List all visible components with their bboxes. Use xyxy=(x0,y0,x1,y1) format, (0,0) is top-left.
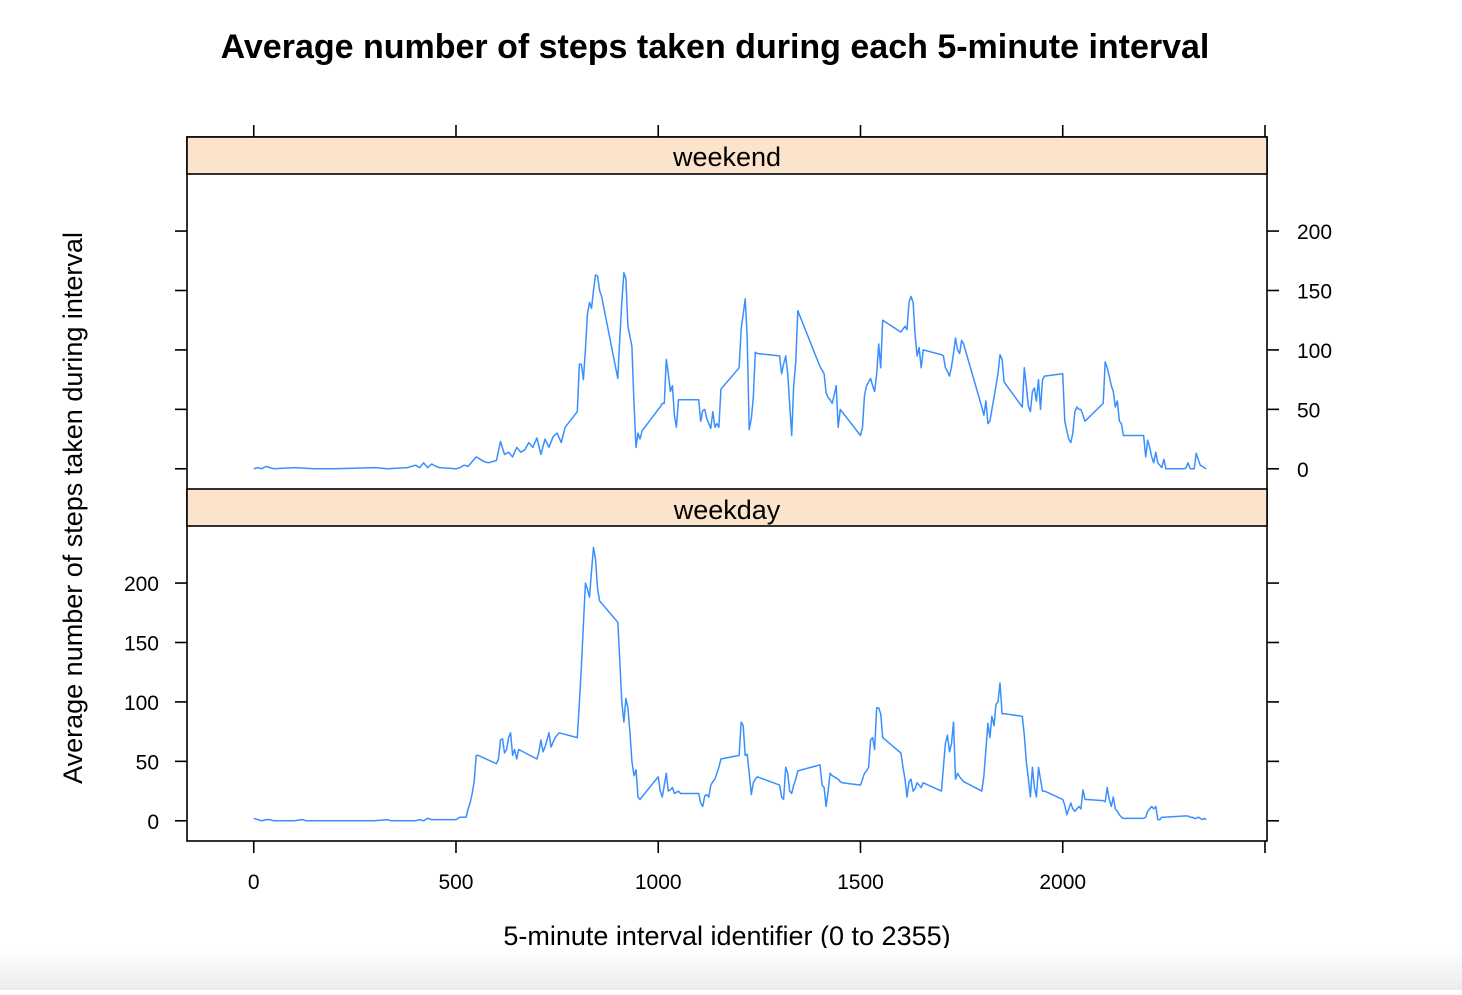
y-tick-label-weekday: 100 xyxy=(124,692,159,715)
strip-label-weekend: weekend xyxy=(672,142,781,172)
y-axis-title: Average number of steps taken during int… xyxy=(58,232,88,784)
y-tick-label-weekday: 150 xyxy=(124,632,159,655)
x-tick-label: 1000 xyxy=(635,871,682,894)
y-tick-label-weekend: 0 xyxy=(1297,459,1309,482)
x-axis-title: 5-minute interval identifier (0 to 2355) xyxy=(503,921,950,951)
x-tick-label: 2000 xyxy=(1039,871,1086,894)
strip-weekend xyxy=(186,136,1268,175)
x-tick-label: 1500 xyxy=(837,871,884,894)
x-tick-label: 500 xyxy=(438,871,473,894)
y-tick-label-weekend: 150 xyxy=(1297,280,1332,303)
strip-label-weekday: weekday xyxy=(673,495,781,525)
series-line-weekday xyxy=(253,546,1207,822)
y-tick-label-weekend: 50 xyxy=(1297,399,1320,422)
y-tick-label-weekend: 100 xyxy=(1297,340,1332,363)
chart-title: Average number of steps taken during eac… xyxy=(221,28,1210,66)
strip-weekday xyxy=(186,488,1268,527)
window-bottom-edge xyxy=(0,948,1462,990)
series-lines xyxy=(253,271,1207,822)
y-tick-label-weekday: 200 xyxy=(124,573,159,596)
y-tick-label-weekday: 0 xyxy=(147,811,159,834)
y-tick-label-weekend: 200 xyxy=(1297,221,1332,244)
y-tick-label-weekday: 50 xyxy=(136,751,159,774)
series-line-weekend xyxy=(253,271,1207,470)
x-tick-label: 0 xyxy=(248,871,260,894)
